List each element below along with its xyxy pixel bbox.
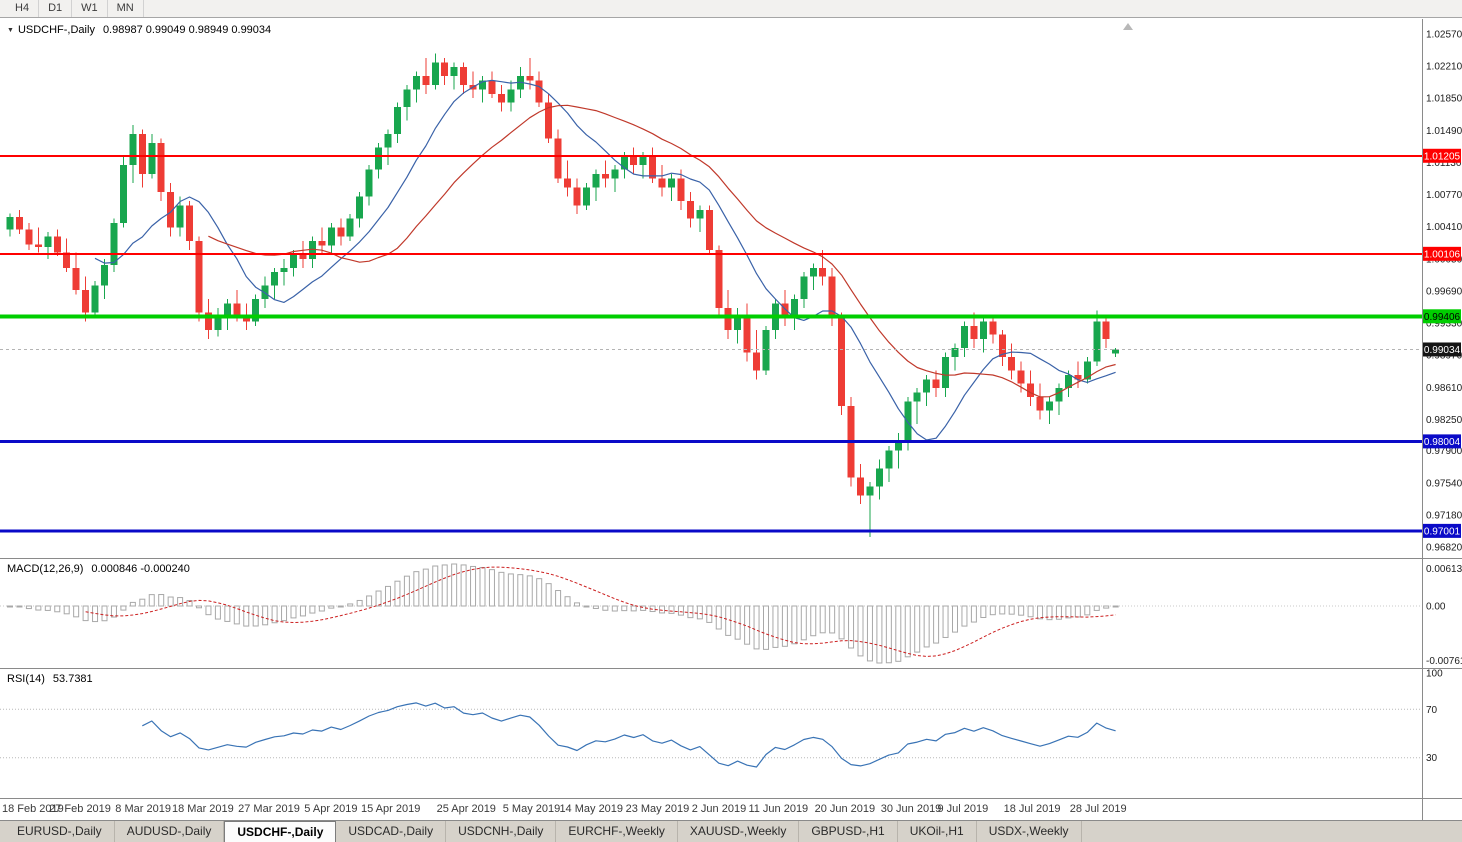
svg-text:0.00613: 0.00613 bbox=[1426, 564, 1462, 575]
date-label: 2 Jun 2019 bbox=[691, 803, 747, 815]
svg-text:0.96820: 0.96820 bbox=[1426, 543, 1462, 554]
timeframe-button-mn[interactable]: MN bbox=[108, 0, 144, 17]
svg-text:0.98004: 0.98004 bbox=[1424, 437, 1461, 448]
price-badges: 1.01205 1.00106 0.99406 0.99034 0.98004 0.970… bbox=[1423, 148, 1461, 538]
date-label: 23 May 2019 bbox=[625, 803, 690, 815]
rsi-label: RSI(14) bbox=[7, 673, 45, 685]
candlestick-series bbox=[6, 53, 1120, 538]
date-label: 30 Jun 2019 bbox=[880, 803, 942, 815]
chart-symbol-label: USDCHF-,Daily bbox=[17, 24, 95, 36]
svg-text:0.98250: 0.98250 bbox=[1426, 415, 1462, 426]
tab-audusd-daily[interactable]: AUDUSD-,Daily bbox=[115, 821, 225, 842]
svg-text:100: 100 bbox=[1426, 669, 1443, 680]
svg-text:0.97540: 0.97540 bbox=[1426, 478, 1462, 489]
tab-eurusd-daily[interactable]: EURUSD-,Daily bbox=[5, 821, 115, 842]
svg-text:1.01850: 1.01850 bbox=[1426, 94, 1462, 105]
timeframe-toolbar: H4 D1 W1 MN bbox=[0, 0, 1462, 18]
moving-average-lines bbox=[94, 79, 1116, 441]
tab-gbpusd-h1[interactable]: GBPUSD-,H1 bbox=[799, 821, 898, 842]
tab-xauusd-weekly[interactable]: XAUUSD-,Weekly bbox=[678, 821, 800, 842]
date-axis[interactable]: 18 Feb 2019 27 Feb 2019 8 Mar 2019 18 Mar 2… bbox=[0, 799, 1421, 819]
timeframe-button-h4[interactable]: H4 bbox=[6, 0, 40, 17]
svg-text:0.99330: 0.99330 bbox=[1426, 319, 1462, 330]
date-label: 9 Jul 2019 bbox=[937, 803, 989, 815]
chart-ohlc-values: 0.98987 0.99049 0.98949 0.99034 bbox=[102, 24, 272, 36]
svg-text:0.98610: 0.98610 bbox=[1426, 383, 1462, 394]
svg-text:0.99034: 0.99034 bbox=[1424, 345, 1461, 356]
tab-usdcnh-daily[interactable]: USDCNH-,Daily bbox=[446, 821, 557, 842]
svg-text:0.00: 0.00 bbox=[1426, 602, 1446, 613]
tab-usdcad-daily[interactable]: USDCAD-,Daily bbox=[336, 821, 447, 842]
macd-title: MACD(12,26,9) 0.000846 -0.000240 bbox=[7, 563, 190, 575]
svg-text:-0.007612: -0.007612 bbox=[1426, 656, 1462, 667]
chart-title: ▼ USDCHF-,Daily 0.98987 0.99049 0.98949 … bbox=[7, 24, 271, 36]
svg-text:0.97001: 0.97001 bbox=[1424, 526, 1461, 537]
chart-tab-bar: EURUSD-,Daily AUDUSD-,Daily USDCHF-,Daily U… bbox=[0, 820, 1462, 842]
rsi-indicator bbox=[0, 702, 1422, 768]
price-axis[interactable]: 1.02570 1.02210 1.01850 1.01490 1.01130 1.007… bbox=[1426, 29, 1462, 553]
timeframe-button-d1[interactable]: D1 bbox=[39, 0, 73, 17]
panel-separators[interactable] bbox=[0, 19, 1462, 820]
tab-eurchf-weekly[interactable]: EURCHF-,Weekly bbox=[556, 821, 678, 842]
svg-text:1.01490: 1.01490 bbox=[1426, 126, 1462, 137]
date-label: 18 Mar 2019 bbox=[172, 803, 234, 815]
date-label: 20 Jun 2019 bbox=[814, 803, 876, 815]
date-label: 5 Apr 2019 bbox=[304, 803, 358, 815]
date-label: 18 Feb 2019 bbox=[2, 803, 64, 815]
svg-text:0.97900: 0.97900 bbox=[1426, 446, 1462, 457]
chart-canvas[interactable]: 1.02570 1.02210 1.01850 1.01490 1.01130 1.007… bbox=[0, 0, 1462, 820]
svg-text:0.99690: 0.99690 bbox=[1426, 286, 1462, 297]
date-label: 14 May 2019 bbox=[559, 803, 624, 815]
date-label: 27 Feb 2019 bbox=[49, 803, 111, 815]
date-label: 8 Mar 2019 bbox=[115, 803, 171, 815]
tab-ukoil-h1[interactable]: UKOil-,H1 bbox=[898, 821, 977, 842]
macd-label: MACD(12,26,9) bbox=[7, 563, 84, 575]
tab-usdchf-daily[interactable]: USDCHF-,Daily bbox=[224, 821, 337, 842]
svg-text:30: 30 bbox=[1426, 753, 1438, 764]
svg-text:70: 70 bbox=[1426, 705, 1438, 716]
rsi-value: 53.7381 bbox=[52, 673, 93, 685]
date-label: 18 Jul 2019 bbox=[1003, 803, 1061, 815]
date-label: 5 May 2019 bbox=[502, 803, 561, 815]
svg-text:0.99406: 0.99406 bbox=[1424, 312, 1461, 323]
macd-values: 0.000846 -0.000240 bbox=[91, 563, 190, 575]
svg-text:0.97180: 0.97180 bbox=[1426, 510, 1462, 521]
date-label: 25 Apr 2019 bbox=[436, 803, 496, 815]
svg-text:1.02210: 1.02210 bbox=[1426, 62, 1462, 73]
svg-text:1.00106: 1.00106 bbox=[1424, 249, 1461, 260]
date-label: 28 Jul 2019 bbox=[1069, 803, 1127, 815]
rsi-axis: 100 70 30 bbox=[1426, 669, 1443, 765]
date-label: 15 Apr 2019 bbox=[361, 803, 421, 815]
date-label: 11 Jun 2019 bbox=[748, 803, 809, 815]
macd-axis: 0.00613 0.00 -0.007612 bbox=[1426, 564, 1462, 667]
timeframe-button-w1[interactable]: W1 bbox=[72, 0, 108, 17]
macd-indicator bbox=[0, 563, 1422, 664]
svg-text:1.00770: 1.00770 bbox=[1426, 190, 1462, 201]
svg-text:1.02570: 1.02570 bbox=[1426, 29, 1462, 40]
svg-text:1.00410: 1.00410 bbox=[1426, 222, 1462, 233]
tab-usdx-weekly[interactable]: USDX-,Weekly bbox=[977, 821, 1082, 842]
symbol-dropdown-icon[interactable]: ▼ bbox=[7, 26, 14, 34]
chart-shift-marker[interactable] bbox=[1123, 23, 1133, 30]
svg-text:1.01205: 1.01205 bbox=[1424, 151, 1461, 162]
rsi-title: RSI(14) 53.7381 bbox=[7, 673, 93, 685]
svg-text:1.01130: 1.01130 bbox=[1426, 158, 1462, 169]
horizontal-level-lines[interactable] bbox=[0, 154, 1422, 533]
date-label: 27 Mar 2019 bbox=[238, 803, 300, 815]
